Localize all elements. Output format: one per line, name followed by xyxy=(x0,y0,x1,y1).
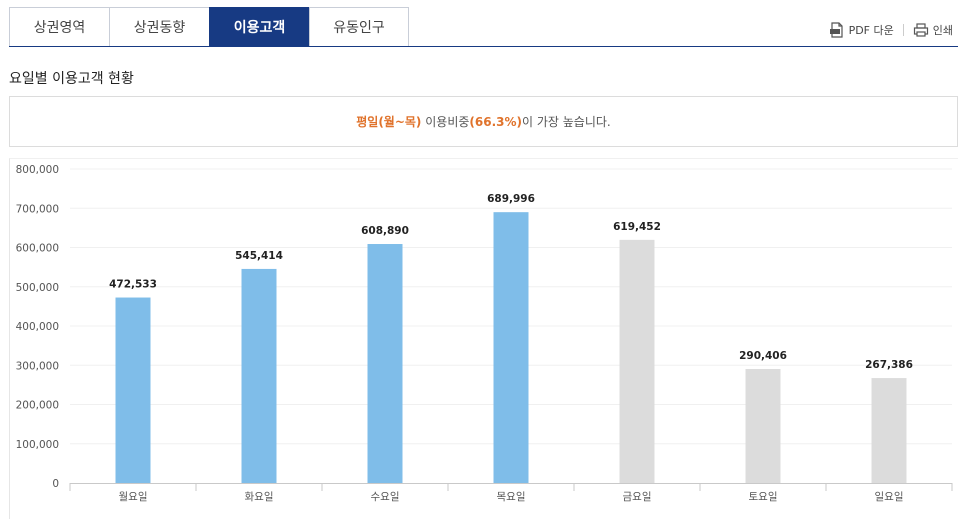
y-tick-label: 100,000 xyxy=(16,439,59,451)
bar-value-label: 267,386 xyxy=(865,359,913,371)
bar-value-label: 290,406 xyxy=(739,350,787,362)
y-tick-label: 500,000 xyxy=(16,282,59,294)
bar-2[interactable] xyxy=(241,268,277,483)
y-tick-label: 200,000 xyxy=(16,400,59,412)
bar-value-label: 619,452 xyxy=(613,221,661,233)
bar-7[interactable] xyxy=(871,378,907,483)
bar-value-label: 545,414 xyxy=(235,250,283,262)
printer-icon xyxy=(913,22,929,38)
notice-text-end: 이 가장 높습니다. xyxy=(522,115,611,129)
y-tick-label: 600,000 xyxy=(16,243,59,255)
x-tick-label: 월요일 xyxy=(119,490,148,503)
section-title: 요일별 이용고객 현황 xyxy=(9,71,134,87)
tab-underline xyxy=(9,46,958,47)
bar-3[interactable] xyxy=(367,244,403,483)
x-tick-label: 토요일 xyxy=(749,490,778,503)
bar-5[interactable] xyxy=(619,239,655,483)
action-divider xyxy=(902,24,904,36)
bar-value-label: 608,890 xyxy=(361,225,409,237)
x-tick-label: 목요일 xyxy=(497,490,526,503)
y-tick-label: 300,000 xyxy=(16,360,59,372)
x-tick-label: 금요일 xyxy=(623,490,652,503)
bar-1[interactable] xyxy=(115,297,151,483)
notice-highlight-ratio: (66.3%) xyxy=(469,114,523,129)
tab-trade-trend[interactable]: 상권동향 xyxy=(109,7,209,47)
bar-value-label: 472,533 xyxy=(109,279,157,291)
print-label: 인쇄 xyxy=(932,24,953,37)
notice-text: 이용비중 xyxy=(421,115,470,129)
y-tick-label: 800,000 xyxy=(16,164,59,176)
tab-bar: 상권영역 상권동향 이용고객 유동인구 xyxy=(9,7,409,47)
pdf-download-button[interactable]: PDF 다운 xyxy=(829,22,894,38)
y-tick-label: 700,000 xyxy=(16,203,59,215)
action-bar: PDF 다운 인쇄 xyxy=(829,22,953,38)
summary-notice: 평일(월~목) 이용비중 (66.3%) 이 가장 높습니다. xyxy=(9,96,958,147)
y-tick-label: 0 xyxy=(52,478,59,490)
tab-trade-area[interactable]: 상권영역 xyxy=(9,7,109,47)
x-tick-label: 일요일 xyxy=(875,490,904,503)
y-tick-label: 400,000 xyxy=(16,321,59,333)
tab-floating-population[interactable]: 유동인구 xyxy=(309,7,409,47)
tab-customers[interactable]: 이용고객 xyxy=(209,7,309,47)
print-button[interactable]: 인쇄 xyxy=(913,22,953,38)
pdf-icon xyxy=(829,22,845,38)
notice-highlight-period: 평일(월~목) xyxy=(356,115,422,129)
x-tick-label: 화요일 xyxy=(245,490,274,503)
bar-6[interactable] xyxy=(745,369,781,483)
bar-value-label: 689,996 xyxy=(487,193,535,205)
weekday-customers-chart: 0 100,000 200,000 300,000 400,000 500,000 600,… xyxy=(9,158,958,519)
x-tick-label: 수요일 xyxy=(371,490,400,503)
pdf-download-label: PDF 다운 xyxy=(848,24,894,37)
bar-4[interactable] xyxy=(493,212,529,483)
bar-chart-svg: 0 100,000 200,000 300,000 400,000 500,000 600,… xyxy=(16,164,953,503)
